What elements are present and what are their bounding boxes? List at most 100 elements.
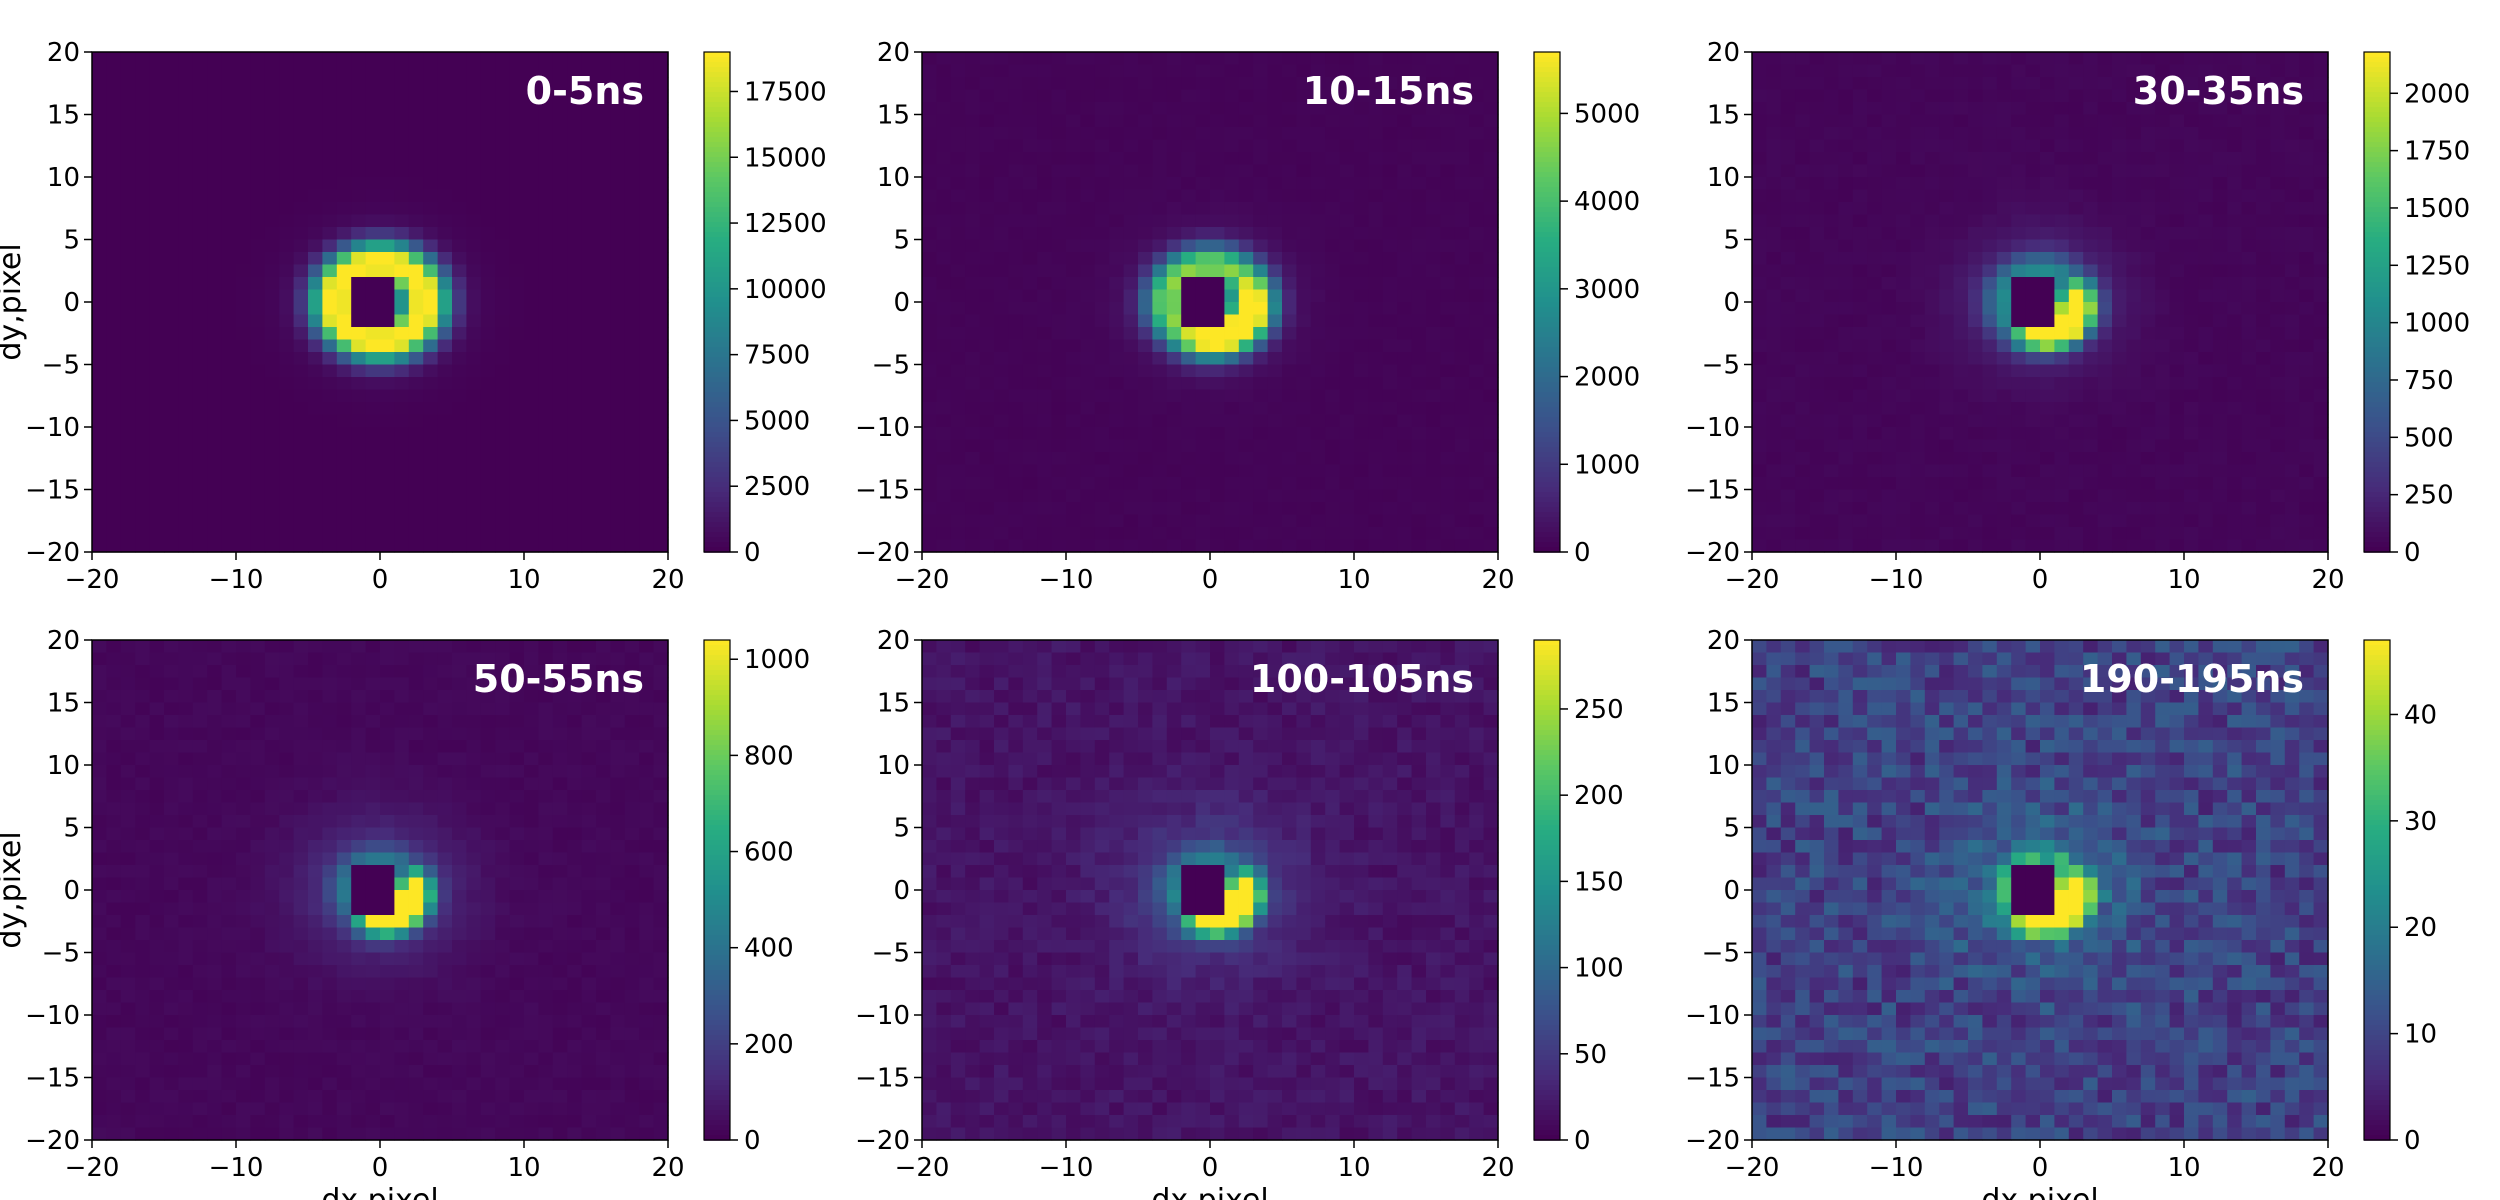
- heatmap-cell: [1051, 214, 1067, 228]
- heatmap-cell: [624, 327, 640, 341]
- heatmap-cell: [293, 427, 309, 441]
- heatmap-cell: [1282, 339, 1297, 353]
- heatmap-cell: [1382, 377, 1398, 391]
- heatmap-cell: [279, 314, 295, 328]
- heatmap-cell: [1181, 264, 1197, 278]
- heatmap-cell: [2068, 339, 2084, 353]
- heatmap-cell: [538, 52, 554, 66]
- heatmap-cell: [1397, 252, 1413, 266]
- heatmap-cell: [1310, 427, 1326, 441]
- heatmap-cell: [1426, 314, 1441, 328]
- heatmap-cell: [2313, 489, 2329, 503]
- heatmap-cell: [1852, 89, 1868, 103]
- heatmap-cell: [1166, 252, 1182, 266]
- heatmap-cell: [1224, 227, 1240, 241]
- heatmap-cell: [1838, 202, 1854, 216]
- heatmap-cell: [1282, 239, 1297, 253]
- heatmap-cell: [221, 189, 237, 203]
- heatmap-cell: [1824, 402, 1839, 416]
- heatmap-cell: [1267, 489, 1283, 503]
- heatmap-cell: [979, 252, 995, 266]
- heatmap-cell: [538, 402, 554, 416]
- heatmap-cell: [365, 314, 381, 328]
- heatmap-cell: [2011, 177, 2027, 191]
- heatmap-cell: [624, 377, 640, 391]
- heatmap-cell: [567, 264, 583, 278]
- heatmap-cells: [92, 52, 669, 553]
- heatmap-cell: [2313, 364, 2329, 378]
- heatmap-cell: [250, 402, 266, 416]
- heatmap-cell: [994, 527, 1009, 541]
- heatmap-cell: [1838, 189, 1854, 203]
- heatmap-cell: [2068, 102, 2084, 116]
- heatmap-cell: [1382, 102, 1398, 116]
- heatmap-cell: [264, 314, 280, 328]
- heatmap-cell: [135, 189, 151, 203]
- heatmap-cell: [1037, 477, 1053, 491]
- heatmap-cell: [279, 339, 295, 353]
- heatmap-cell: [552, 214, 568, 228]
- heatmap-cell: [1008, 339, 1024, 353]
- heatmap-cell: [1181, 464, 1197, 478]
- heatmap-cell: [1195, 264, 1211, 278]
- heatmap-cell: [1166, 389, 1182, 403]
- heatmap-cell: [1051, 514, 1067, 528]
- heatmap-cell: [394, 339, 410, 353]
- heatmap-cell: [2313, 252, 2329, 266]
- heatmap-cell: [1008, 89, 1024, 103]
- y-tick-label: −5: [42, 351, 80, 381]
- heatmap-cell: [1037, 102, 1053, 116]
- heatmap-cell: [1752, 102, 1767, 116]
- heatmap-cell: [408, 439, 424, 453]
- heatmap-cell: [2040, 327, 2055, 341]
- heatmap-cell: [1939, 177, 1955, 191]
- heatmap-cell: [336, 339, 352, 353]
- heatmap-cell: [2227, 314, 2243, 328]
- heatmap-cell: [1195, 214, 1211, 228]
- heatmap-cell: [2054, 339, 2070, 353]
- heatmap-cell: [1253, 452, 1269, 466]
- heatmap-cell: [1996, 402, 2012, 416]
- heatmap-cell: [250, 177, 266, 191]
- heatmap-cell: [2112, 464, 2127, 478]
- heatmap-cell: [1282, 514, 1297, 528]
- heatmap-cell: [2025, 127, 2041, 141]
- heatmap-cell: [2112, 177, 2127, 191]
- heatmap-cell: [149, 377, 165, 391]
- heatmap-cell: [2126, 389, 2142, 403]
- heatmap-cell: [1123, 227, 1139, 241]
- heatmap-cell: [1152, 277, 1168, 291]
- heatmap-cell: [192, 527, 208, 541]
- heatmap-cell: [2025, 514, 2041, 528]
- heatmap-cell: [1094, 302, 1110, 316]
- heatmap-cell: [1037, 364, 1053, 378]
- heatmap-cell: [1123, 502, 1139, 516]
- heatmap-cell: [2140, 102, 2156, 116]
- heatmap-cell: [2011, 414, 2027, 428]
- heatmap-cell: [2256, 502, 2271, 516]
- heatmap-cell: [2155, 252, 2171, 266]
- heatmap-cell: [1426, 102, 1441, 116]
- heatmap-cell: [1368, 264, 1384, 278]
- heatmap-cell: [236, 377, 251, 391]
- heatmap-cell: [106, 114, 122, 128]
- heatmap-cell: [994, 127, 1009, 141]
- heatmap-cell: [596, 177, 611, 191]
- heatmap-cell: [1795, 239, 1811, 253]
- heatmap-cell: [423, 539, 439, 553]
- heatmap-cell: [596, 214, 611, 228]
- heatmap-cell: [466, 514, 482, 528]
- heatmap-cell: [1953, 514, 1969, 528]
- heatmap-cell: [1109, 527, 1125, 541]
- heatmap-cell: [336, 164, 352, 178]
- heatmap-cell: [1924, 164, 1940, 178]
- heatmap-cell: [979, 89, 995, 103]
- heatmap-cell: [1066, 439, 1081, 453]
- heatmap-cell: [1411, 189, 1427, 203]
- colorbar-segment: [704, 442, 730, 448]
- heatmap-cell: [979, 389, 995, 403]
- heatmap-cell: [979, 414, 995, 428]
- heatmap-cell: [1397, 77, 1413, 91]
- heatmap-cell: [365, 427, 381, 441]
